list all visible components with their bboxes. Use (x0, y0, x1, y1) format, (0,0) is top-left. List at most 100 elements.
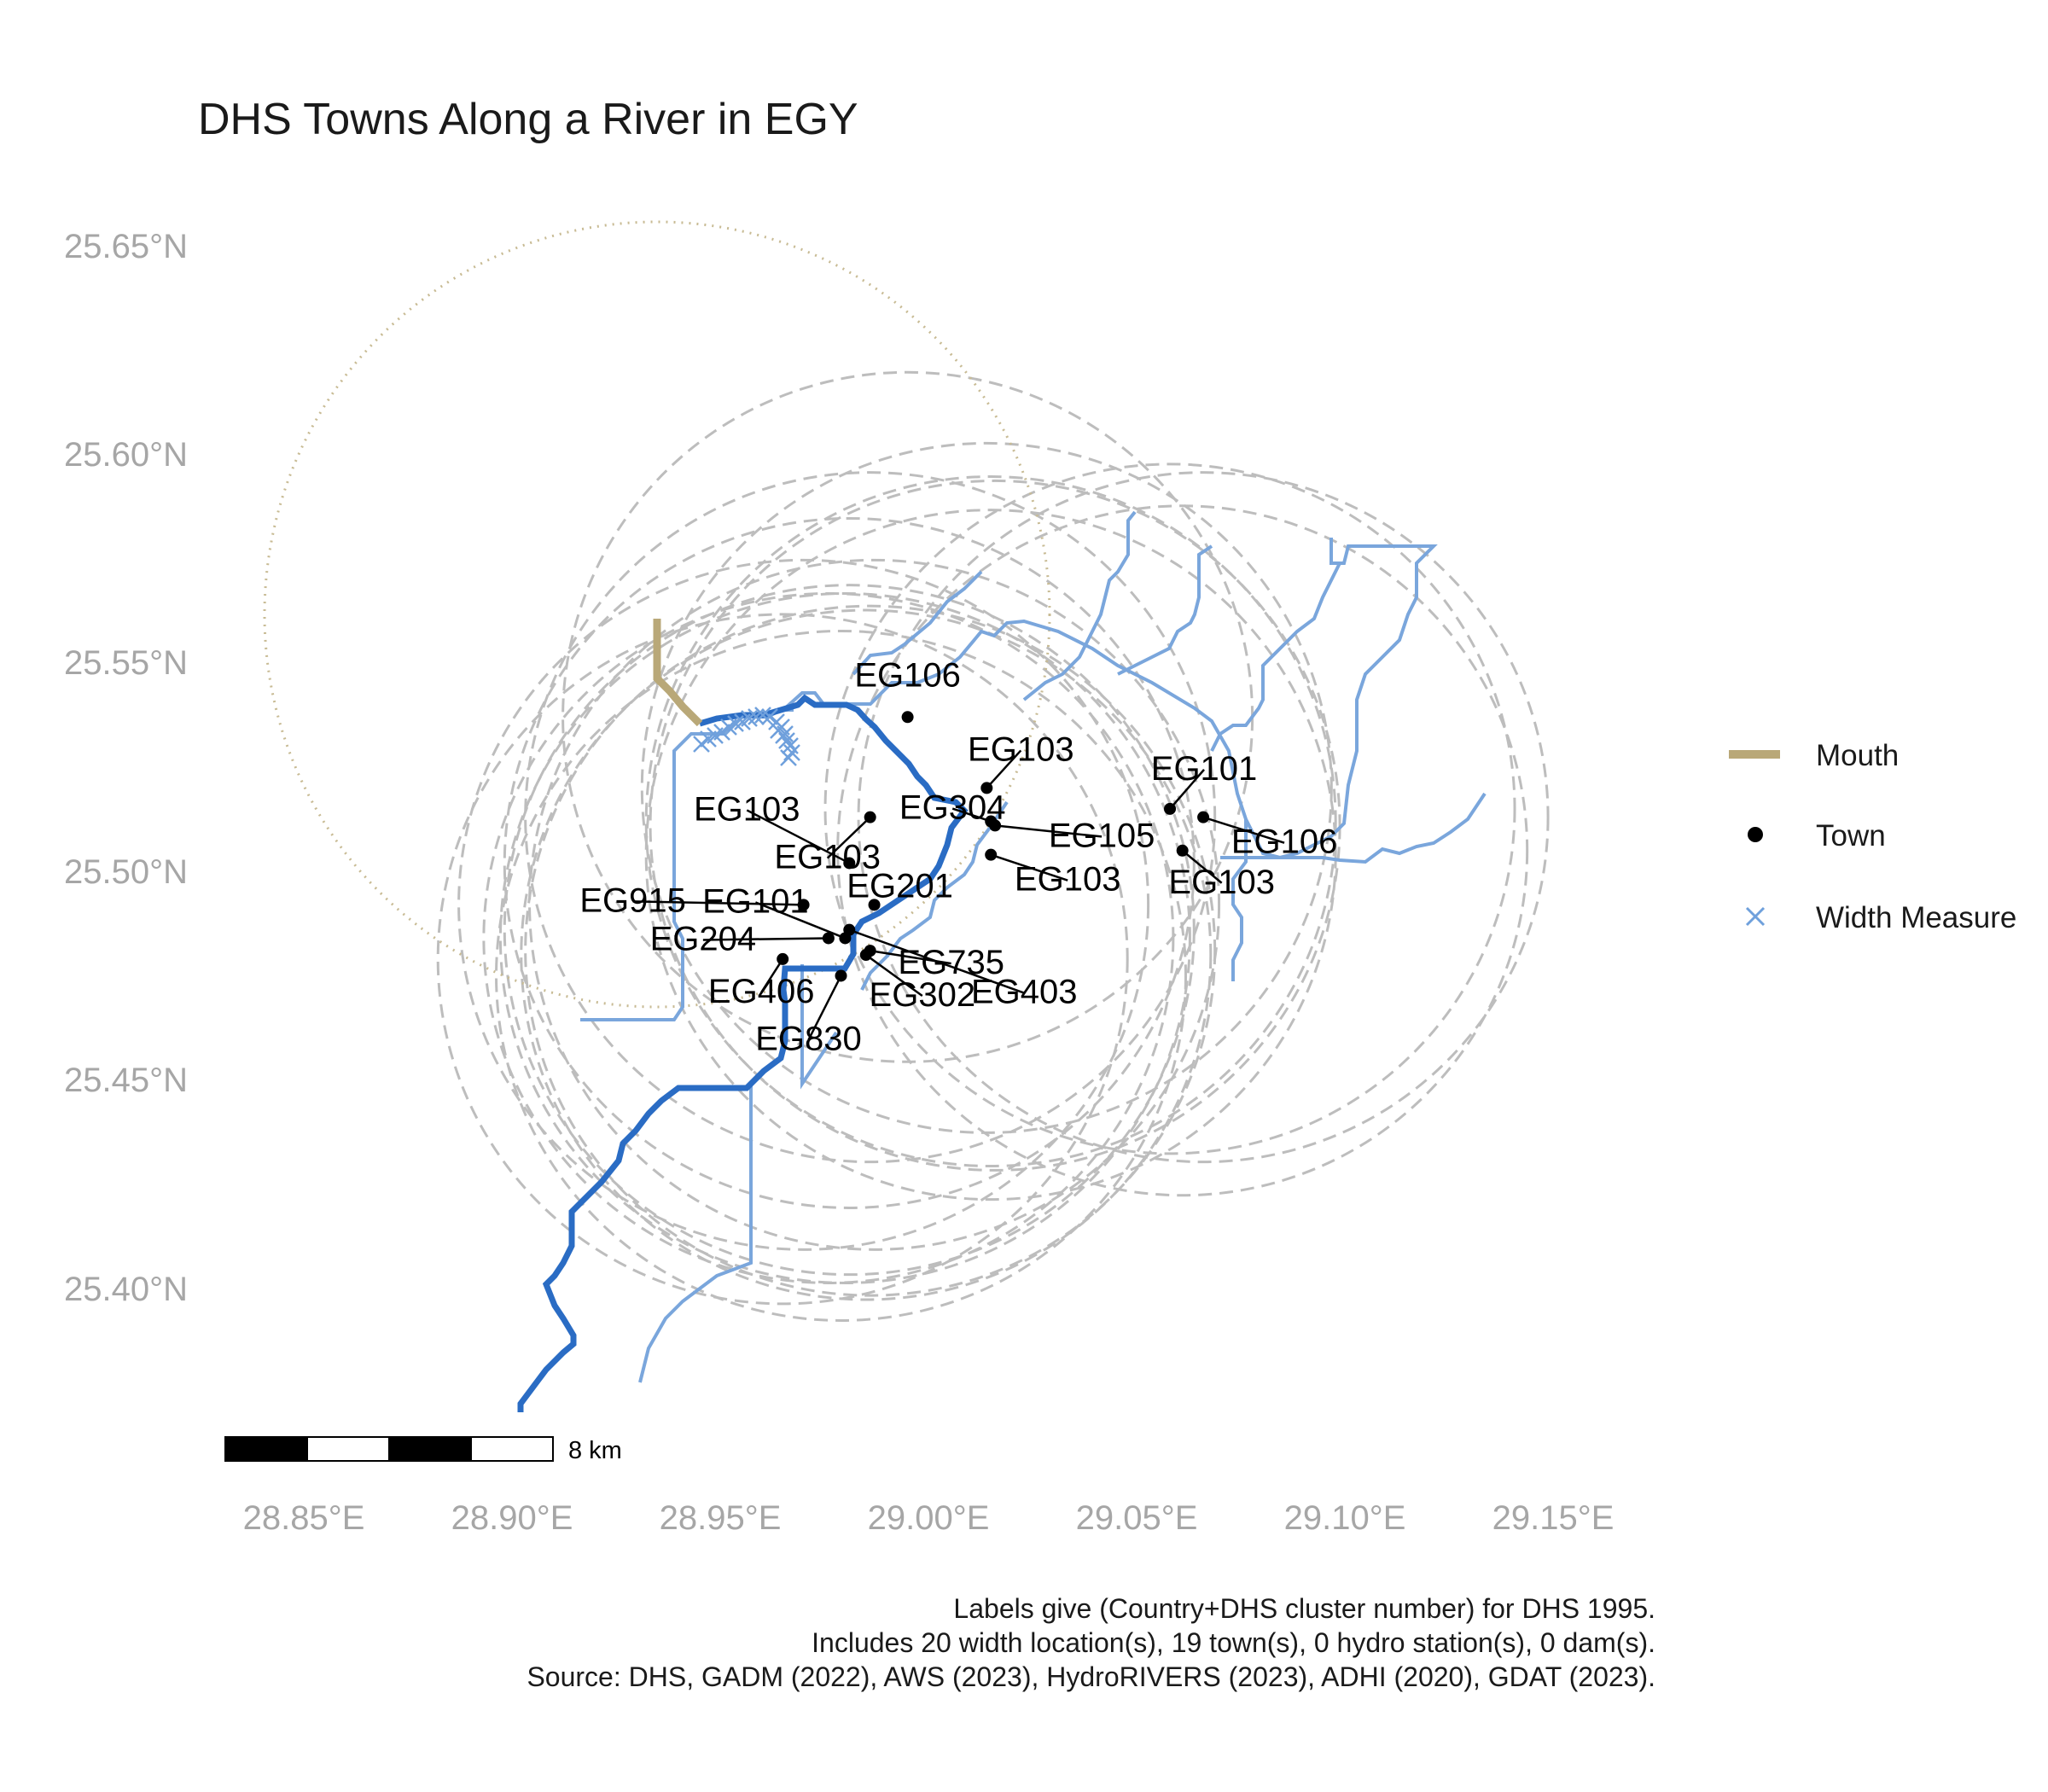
town-label: EG204 (650, 920, 757, 957)
buffer-circle (644, 475, 1337, 1168)
caption-line: Includes 20 width location(s), 19 town(s… (812, 1627, 1655, 1658)
buffer-circle (482, 591, 1175, 1284)
x-tick-label: 29.10°E (1284, 1499, 1406, 1537)
leader-line (990, 853, 1068, 881)
buffer-circle (503, 584, 1196, 1277)
river-mouth-segment (653, 619, 703, 727)
legend-town-key (1748, 827, 1763, 842)
width-measure-mark (783, 744, 800, 761)
town-label: EG106 (1231, 823, 1338, 861)
x-tick-label: 29.15°E (1492, 1499, 1615, 1537)
tributary-line (1231, 819, 1248, 981)
caption: Labels give (Country+DHS cluster number)… (527, 1593, 1655, 1692)
width-measure-mark (727, 715, 744, 732)
tributary-line (1117, 544, 1213, 676)
tributary-line (638, 1084, 753, 1383)
buffer-circle (640, 441, 1333, 1134)
width-measure-mark (761, 708, 778, 725)
town-label: EG403 (971, 974, 1078, 1011)
town-point (1176, 844, 1189, 857)
town-label: EG103 (774, 839, 881, 876)
town-label: EG105 (1049, 817, 1155, 854)
tributary-line (800, 964, 838, 1090)
town-label: EG103 (694, 790, 800, 828)
tributary-line (1279, 538, 1438, 859)
leader-line (865, 954, 923, 998)
town-label: EG103 (1015, 861, 1121, 899)
width-measure-mark (748, 708, 765, 725)
x-tick-label: 29.00°E (868, 1499, 990, 1537)
leader-line (632, 900, 804, 906)
leader-line (754, 901, 846, 940)
y-tick-label: 25.60°N (64, 436, 188, 474)
legend: Mouth Town Width Measure (1729, 739, 2016, 934)
x-axis-labels: 28.85°E 28.90°E 28.95°E 29.00°E 29.05°E … (243, 1499, 1615, 1537)
leader-line (746, 809, 850, 864)
town-point (864, 811, 876, 823)
leader-line (986, 749, 1022, 789)
town-label: EG103 (968, 730, 1074, 768)
town-label: EG304 (899, 789, 1006, 827)
town-label: EG915 (579, 881, 686, 919)
town-buffer-circles (436, 370, 1550, 1322)
buffer-circle (528, 558, 1221, 1251)
y-tick-label: 25.40°N (64, 1271, 188, 1308)
x-tick-label: 29.05°E (1076, 1499, 1198, 1537)
legend-town-label: Town (1816, 819, 1886, 852)
town-point (901, 711, 914, 724)
leader-line (1169, 769, 1205, 810)
town-point (843, 857, 856, 870)
scale-segment (224, 1436, 308, 1462)
y-tick-label: 25.55°N (64, 644, 188, 682)
town-point (868, 899, 881, 911)
x-tick-label: 28.85°E (243, 1499, 365, 1537)
y-axis-labels: 25.65°N 25.60°N 25.55°N 25.50°N 25.45°N … (64, 228, 188, 1308)
leader-line (1181, 849, 1223, 884)
town-point (859, 949, 872, 962)
y-tick-label: 25.45°N (64, 1062, 188, 1099)
town-point (985, 848, 998, 861)
town-points (777, 711, 1210, 982)
leader-line (848, 928, 1025, 994)
scale-segment (470, 1436, 554, 1462)
town-label: EG201 (847, 867, 953, 905)
buffer-circle (857, 471, 1550, 1164)
tributary-line (1210, 562, 1341, 752)
label-leader-lines (632, 749, 1285, 1041)
tributary-line (1022, 510, 1137, 701)
buffer-circle (524, 471, 1217, 1164)
buffer-circle (644, 509, 1337, 1201)
town-point (1164, 802, 1177, 815)
town-label: EG101 (1151, 750, 1258, 788)
leader-line (702, 937, 829, 941)
width-measures (693, 707, 800, 766)
town-label: EG106 (854, 656, 961, 694)
buffer-circle (457, 558, 1150, 1251)
leader-line (826, 816, 871, 859)
town-label: EG101 (702, 882, 809, 920)
town-point (835, 969, 847, 982)
scale-label: 8 km (568, 1437, 622, 1464)
caption-line: Source: DHS, GADM (2022), AWS (2023), Hy… (527, 1661, 1655, 1692)
buffer-circle (520, 608, 1213, 1301)
scale-segment (388, 1436, 472, 1462)
caption-line: Labels give (Country+DHS cluster number)… (953, 1593, 1655, 1624)
legend-width-key (1745, 906, 1766, 927)
town-label: EG302 (870, 976, 976, 1014)
town-point (989, 819, 1002, 832)
width-measure-mark (741, 710, 758, 727)
buffer-circle (436, 613, 1129, 1306)
y-tick-label: 25.65°N (64, 228, 188, 265)
town-label: EG406 (708, 973, 815, 1010)
x-tick-label: 28.95°E (660, 1499, 782, 1537)
width-measure-mark (754, 707, 771, 724)
leader-line (951, 807, 992, 823)
town-point (1197, 811, 1210, 823)
tributary-line (783, 619, 1281, 859)
main-river (517, 694, 969, 1412)
leader-line (994, 824, 1103, 838)
town-label: EG735 (898, 944, 1004, 981)
tributary-line (852, 570, 983, 676)
